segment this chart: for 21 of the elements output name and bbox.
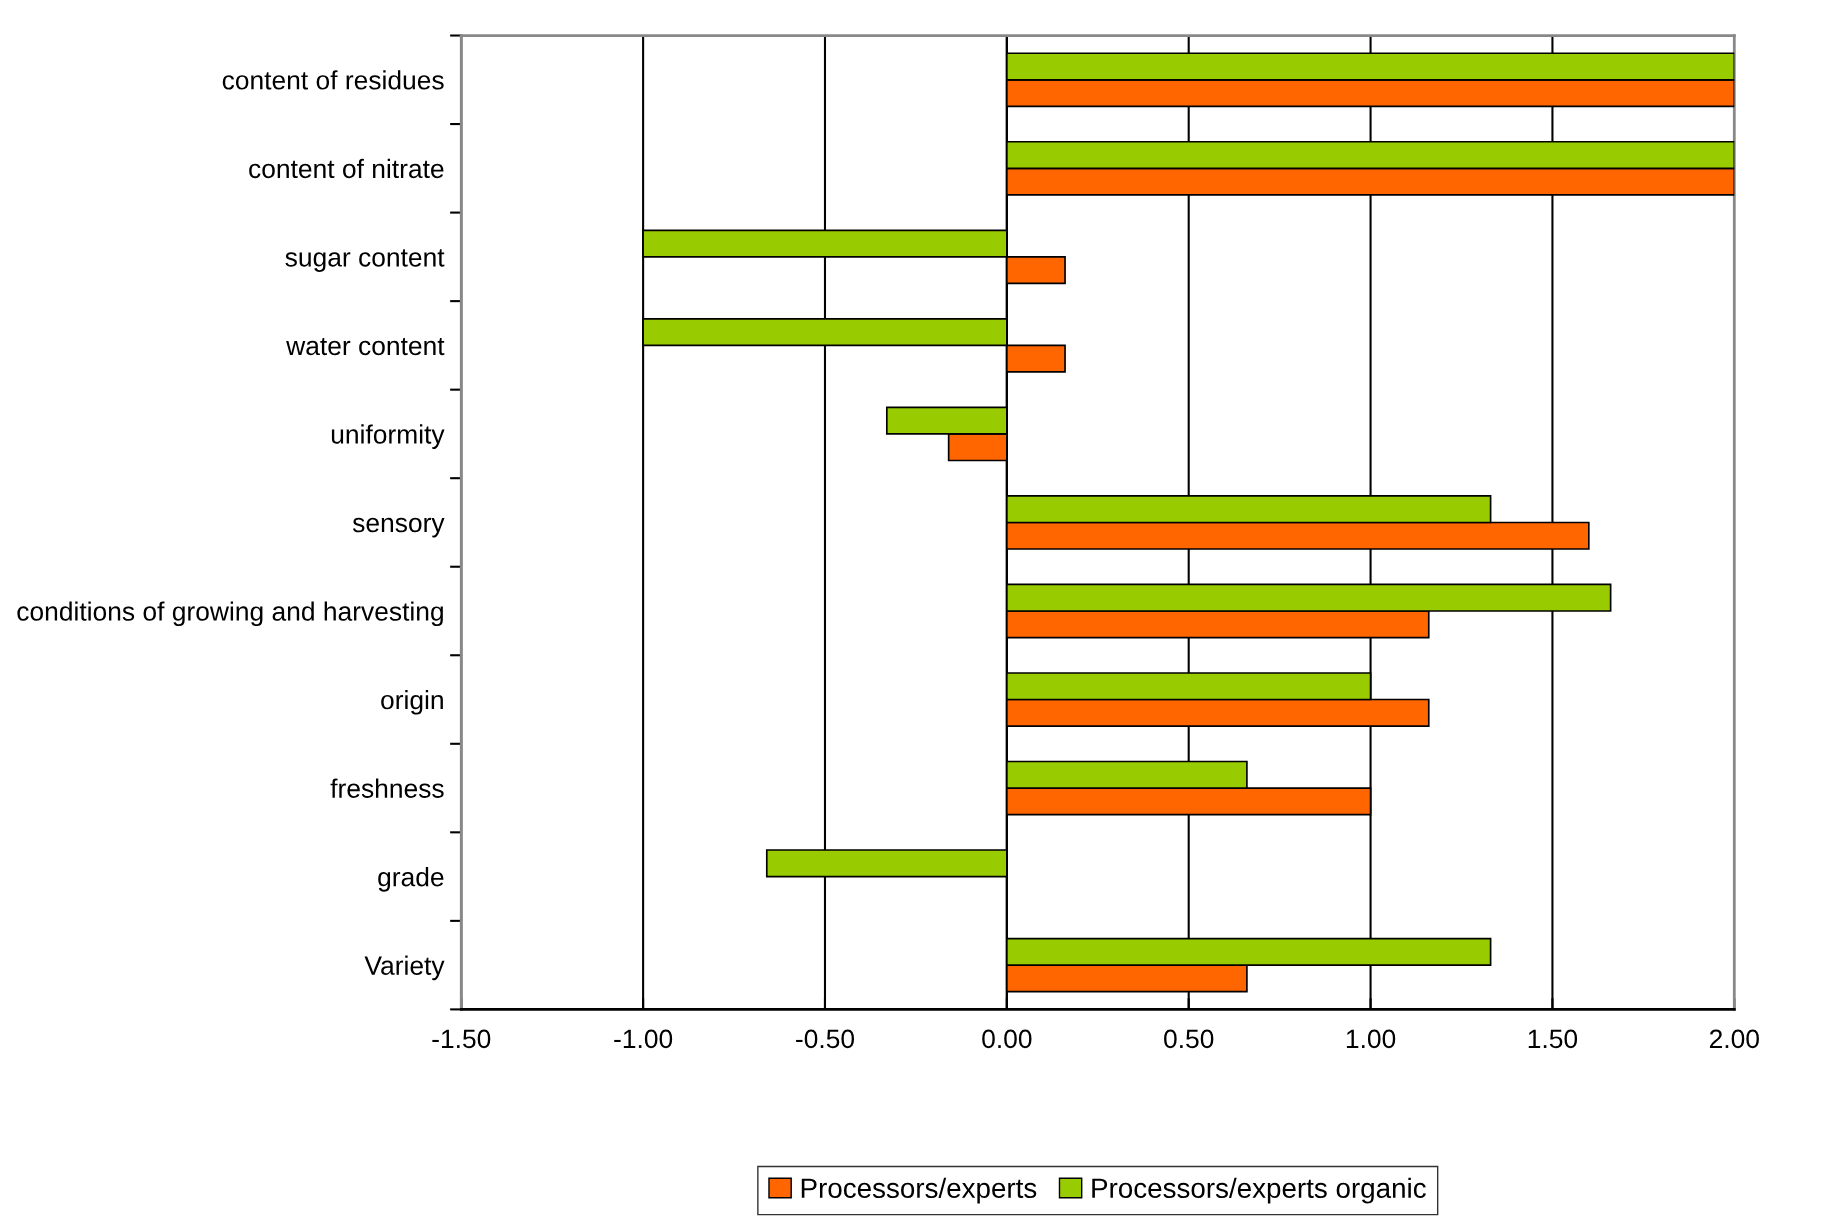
y-tick-label: freshness: [330, 778, 444, 798]
x-tick-label: -0.50: [796, 1029, 855, 1049]
y-tick-label: content of nitrate: [249, 158, 444, 179]
x-tick-label: 0.00: [982, 1029, 1032, 1049]
legend-label: Processors/experts organic: [1092, 1177, 1426, 1204]
x-tick-label: 0.50: [1164, 1029, 1214, 1049]
y-tick-label: conditions of growing and harvesting: [17, 601, 443, 627]
y-tick-label: uniformity: [331, 424, 445, 449]
y-tick-label: grade: [378, 867, 444, 892]
x-tick-label: 1.50: [1528, 1029, 1578, 1049]
x-tick-label: -1.50: [432, 1029, 491, 1049]
legend-label: Processors/experts: [801, 1177, 1037, 1204]
y-tick-label: Variety: [364, 955, 445, 981]
x-tick-label: 2.00: [1709, 1029, 1759, 1049]
y-tick-label: sugar content: [285, 249, 445, 272]
y-tick-label: origin: [381, 689, 443, 715]
y-tick-label: content of residues: [222, 70, 444, 90]
y-tick-label: sensory: [352, 517, 445, 538]
x-tick-label: -1.00: [614, 1029, 673, 1049]
y-tick-label: water content: [286, 337, 445, 356]
x-tick-label: 1.00: [1346, 1029, 1396, 1049]
